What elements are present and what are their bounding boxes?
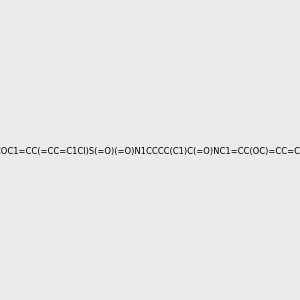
Text: CCOC1=CC(=CC=C1Cl)S(=O)(=O)N1CCCC(C1)C(=O)NC1=CC(OC)=CC=C1OC: CCOC1=CC(=CC=C1Cl)S(=O)(=O)N1CCCC(C1)C(=… [0,147,300,156]
